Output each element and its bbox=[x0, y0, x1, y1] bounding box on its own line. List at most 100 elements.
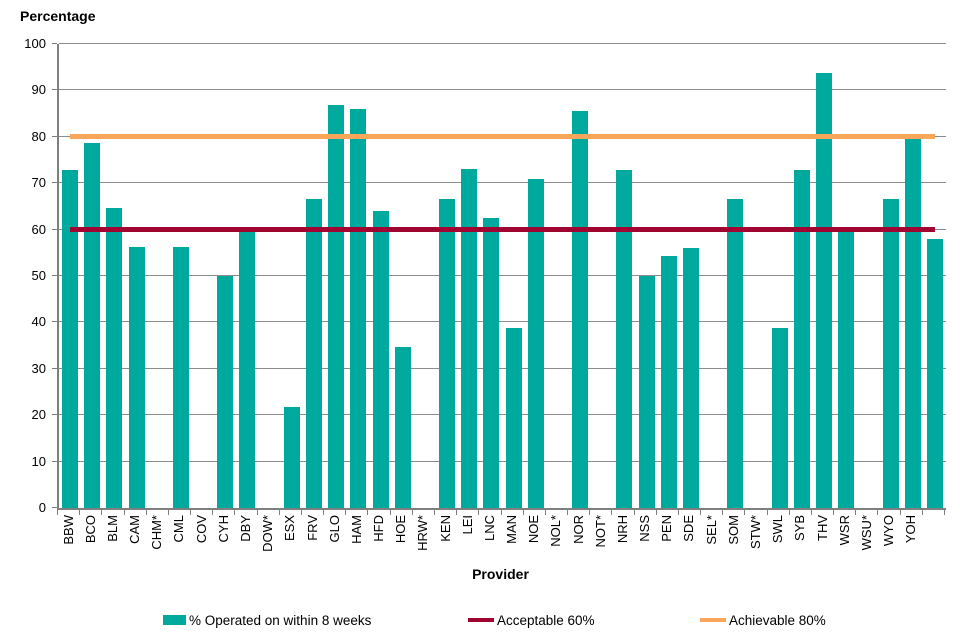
y-tick-label: 40 bbox=[31, 314, 46, 330]
legend-item-acceptable: Acceptable 60% bbox=[468, 610, 595, 630]
x-tick-label: CAM bbox=[127, 515, 143, 544]
legend-label: Acceptable 60% bbox=[497, 612, 595, 628]
y-axis-title: Percentage bbox=[20, 8, 96, 24]
x-tick-label: YOH bbox=[903, 515, 919, 544]
bar-ESX bbox=[283, 406, 300, 508]
y-tick-mark bbox=[52, 321, 57, 323]
x-tick-mark bbox=[522, 510, 524, 515]
y-tick-label: 10 bbox=[31, 453, 46, 469]
x-tick-mark bbox=[57, 510, 58, 515]
gridline-50 bbox=[59, 275, 946, 276]
x-tick-mark bbox=[433, 510, 435, 515]
x-tick-mark bbox=[589, 510, 591, 515]
x-tick-label: WSR bbox=[836, 515, 852, 546]
x-tick-label: THV bbox=[814, 515, 830, 541]
bar-LEI bbox=[461, 169, 478, 508]
x-tick-label: NSS bbox=[637, 515, 653, 542]
x-tick-mark bbox=[567, 510, 569, 515]
bar-BLM bbox=[106, 208, 123, 508]
x-tick-mark bbox=[323, 510, 325, 515]
x-tick-mark bbox=[79, 510, 81, 515]
bar-SOM bbox=[727, 199, 744, 508]
y-tick-label: 50 bbox=[31, 268, 46, 283]
x-tick-label: ESX bbox=[282, 515, 298, 542]
x-tick-mark bbox=[411, 510, 413, 515]
bar-KEN bbox=[439, 199, 456, 508]
x-tick-label: NOL* bbox=[548, 515, 564, 547]
y-tick-mark bbox=[52, 228, 57, 230]
x-tick-label: BBW bbox=[60, 515, 76, 545]
x-tick-mark bbox=[278, 510, 280, 515]
x-tick-mark bbox=[544, 510, 546, 515]
line-swatch-icon bbox=[700, 618, 726, 622]
y-tick-label: 90 bbox=[31, 82, 46, 98]
bar-SDE bbox=[682, 247, 699, 508]
bar-YOH bbox=[904, 137, 921, 508]
x-tick-label: NOE bbox=[526, 515, 542, 544]
x-tick-label: LEI bbox=[459, 515, 475, 535]
reference-line-acceptable bbox=[70, 227, 935, 233]
legend-item-series: % Operated on within 8 weeks bbox=[163, 610, 371, 630]
y-tick-mark bbox=[52, 135, 57, 137]
bar-swatch-icon bbox=[163, 615, 186, 625]
y-tick-mark bbox=[52, 89, 57, 91]
x-tick-label: SDE bbox=[681, 515, 697, 542]
gridline-40 bbox=[59, 321, 946, 323]
x-tick-mark bbox=[145, 510, 147, 515]
x-tick-mark bbox=[944, 510, 945, 515]
x-tick-label: NOR bbox=[570, 515, 586, 544]
bar-PEN bbox=[660, 255, 677, 508]
x-tick-label: SYB bbox=[792, 515, 808, 542]
x-tick-mark bbox=[345, 510, 347, 515]
x-tick-mark bbox=[190, 510, 192, 515]
y-tick-mark bbox=[52, 507, 57, 508]
x-axis-title: Provider bbox=[472, 566, 529, 582]
gridline-20 bbox=[59, 414, 946, 416]
bar-HAM bbox=[350, 108, 367, 508]
x-tick-label: PEN bbox=[659, 515, 675, 542]
x-tick-label: BCO bbox=[82, 515, 98, 544]
y-tick-label: 20 bbox=[31, 407, 46, 423]
bar-SYB bbox=[793, 169, 810, 508]
x-tick-mark bbox=[633, 510, 635, 515]
x-tick-label: NRH bbox=[614, 515, 630, 544]
gridline-70 bbox=[59, 182, 946, 184]
x-tick-mark bbox=[212, 510, 214, 515]
x-tick-label: BLM bbox=[104, 515, 120, 542]
y-tick-mark bbox=[52, 275, 57, 276]
y-tick-label: 0 bbox=[38, 500, 46, 515]
y-tick-mark bbox=[52, 182, 57, 184]
x-tick-mark bbox=[367, 510, 369, 515]
x-tick-mark bbox=[788, 510, 790, 515]
x-tick-mark bbox=[877, 510, 879, 515]
y-tick-label: 100 bbox=[24, 36, 46, 51]
y-tick-mark bbox=[52, 414, 57, 416]
bar-CML bbox=[172, 247, 189, 508]
x-tick-label: WYO bbox=[881, 515, 897, 547]
bar-DBY bbox=[239, 230, 256, 508]
x-tick-label: HFD bbox=[371, 515, 387, 542]
bar-FRV bbox=[306, 199, 322, 508]
x-tick-mark bbox=[123, 510, 125, 515]
bar-WSR bbox=[838, 230, 855, 508]
x-tick-mark bbox=[167, 510, 169, 515]
reference-line-achievable bbox=[70, 134, 935, 140]
bar-CAM bbox=[128, 247, 145, 508]
bar-NOE bbox=[527, 179, 544, 508]
bar-BCO bbox=[84, 143, 101, 508]
x-tick-label: LNC bbox=[481, 515, 497, 542]
x-tick-mark bbox=[810, 510, 812, 515]
x-tick-mark bbox=[101, 510, 103, 515]
bar-CYH bbox=[217, 276, 234, 508]
bar-NOR bbox=[572, 110, 589, 508]
y-tick-label: 30 bbox=[31, 360, 46, 376]
bar-THV bbox=[816, 73, 833, 508]
legend-item-achievable: Achievable 80% bbox=[700, 610, 826, 630]
x-tick-label: WSU* bbox=[858, 515, 874, 551]
gridline-100 bbox=[59, 43, 946, 45]
x-tick-mark bbox=[744, 510, 746, 515]
x-tick-mark bbox=[655, 510, 657, 515]
x-tick-label: STW* bbox=[748, 515, 763, 549]
x-tick-mark bbox=[478, 510, 480, 515]
